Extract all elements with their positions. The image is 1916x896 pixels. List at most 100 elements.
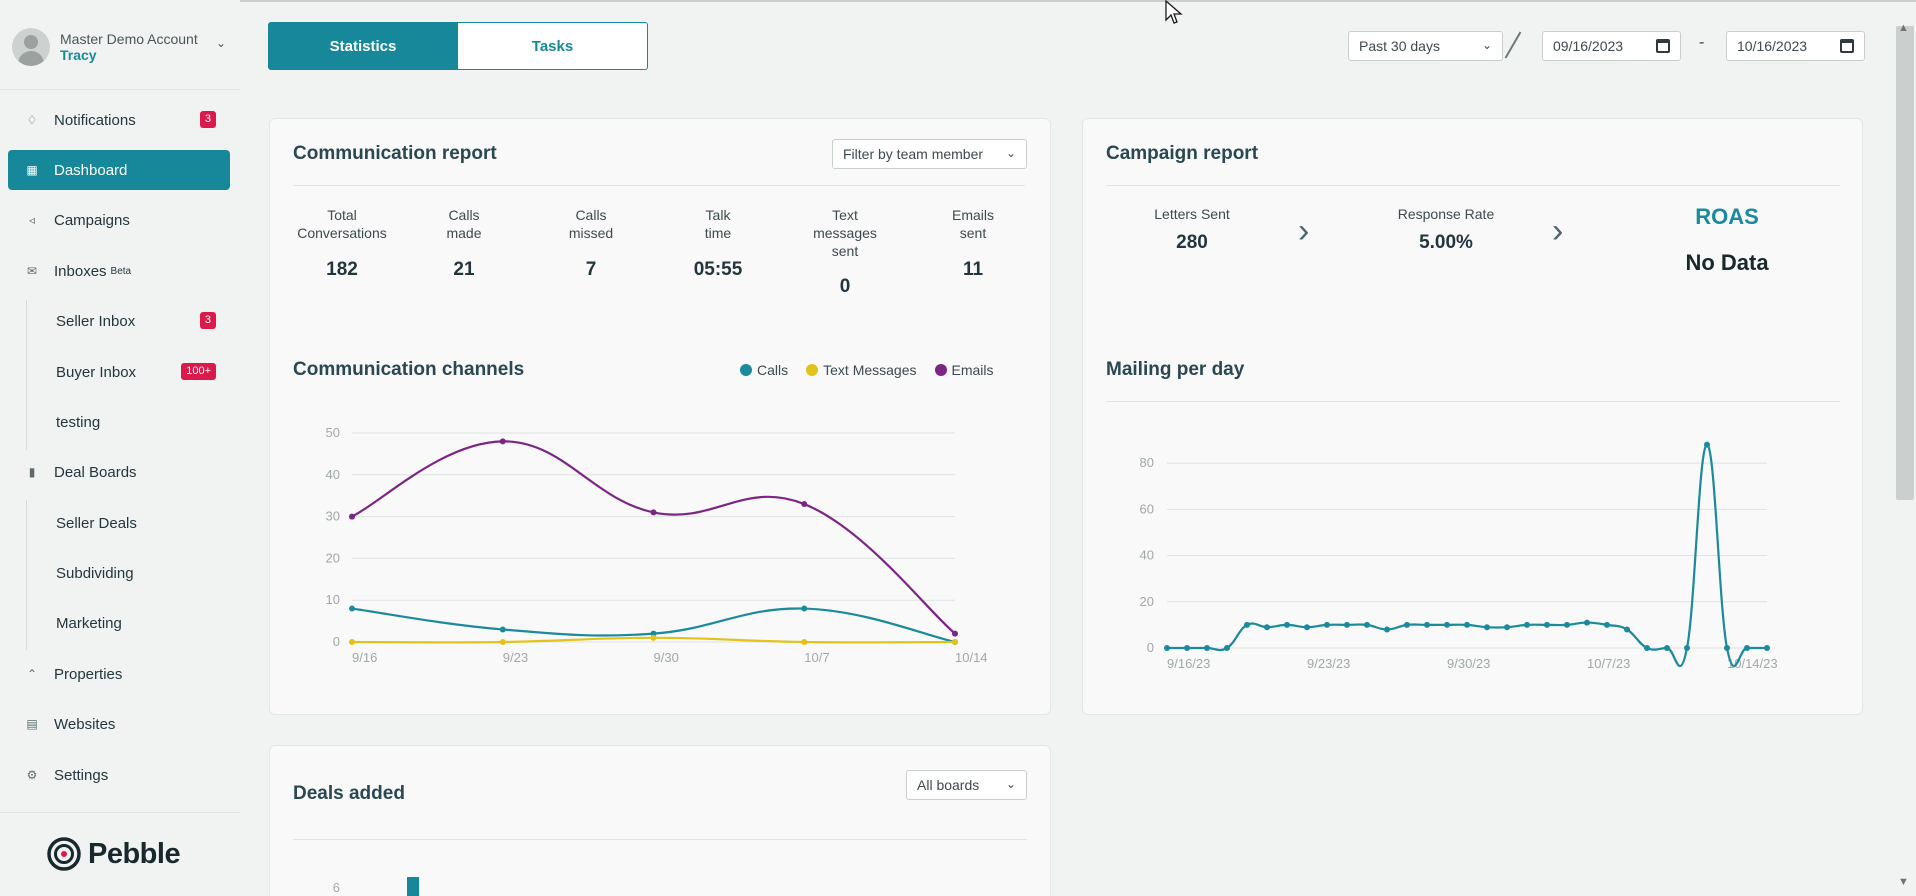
x-tick-label: 9/23 [503, 650, 528, 665]
beta-tag: Beta [110, 265, 132, 277]
data-point [1304, 624, 1310, 631]
nav-properties[interactable]: ⌃ Properties [8, 654, 230, 694]
megaphone-icon: ◃ [28, 213, 36, 227]
stat-talk-time: Talk time 05:55 [663, 206, 773, 280]
nav-campaigns[interactable]: ◃ Campaigns [8, 200, 230, 240]
nav-seller-inbox[interactable]: Seller Inbox 3 [8, 301, 230, 341]
y-tick-label: 80 [1140, 455, 1154, 470]
roas-label: ROAS [1695, 204, 1759, 229]
data-point [1444, 621, 1450, 628]
boards-filter[interactable]: All boards ⌄ [906, 770, 1027, 800]
series-line [351, 440, 956, 635]
chevron-right-icon: › [1552, 212, 1564, 250]
account-name: Master Demo Account [60, 31, 198, 47]
chevron-down-icon: ⌄ [1481, 38, 1492, 52]
data-point [650, 634, 657, 641]
stat-text-messages-sent: Text messages sent 0 [790, 206, 900, 297]
team-member-filter[interactable]: Filter by team member ⌄ [832, 139, 1027, 169]
scrollbar-thumb[interactable] [1896, 26, 1914, 500]
notifications-badge: 3 [199, 111, 216, 128]
y-tick-label: 0 [1147, 640, 1154, 655]
buyer-inbox-badge: 100+ [181, 363, 216, 380]
nav-testing[interactable]: testing [8, 402, 230, 442]
x-tick-label: 9/16/23 [1167, 656, 1210, 671]
y-tick-label: 60 [1140, 501, 1154, 516]
data-point [1324, 621, 1330, 628]
data-point [952, 639, 958, 645]
response-rate-stat: Response Rate 5.00% [1366, 206, 1526, 254]
data-point [1184, 645, 1190, 651]
envelope-icon: ✉ [26, 264, 38, 278]
tab-statistics[interactable]: Statistics [268, 22, 458, 70]
x-tick-label: 10/7/23 [1587, 656, 1630, 671]
nav-label: Subdividing [56, 564, 134, 582]
y-tick-label: 50 [326, 425, 340, 440]
data-point [1584, 619, 1590, 626]
y-tick-label: 40 [326, 467, 340, 482]
data-point [1544, 621, 1550, 628]
tab-tasks[interactable]: Tasks [458, 22, 648, 70]
data-point [1604, 621, 1610, 628]
nav-seller-deals[interactable]: Seller Deals [8, 503, 230, 543]
scroll-up-arrow-icon[interactable]: ▲ [1898, 22, 1909, 34]
date-separator: - [1699, 34, 1705, 51]
nav-label: Deal Boards [54, 463, 137, 481]
chart-legend: Calls Text Messages Emails [740, 362, 994, 378]
data-point [650, 630, 657, 637]
stat-label-line: messages [813, 225, 877, 241]
stat-label-line: Calls [575, 207, 607, 223]
gear-icon: ⚙ [26, 768, 38, 782]
account-switcher[interactable]: Master Demo Account Tracy ⌄ [12, 26, 232, 68]
nav-label: Buyer Inbox [56, 363, 137, 381]
data-point [1164, 645, 1170, 651]
data-point [1644, 645, 1650, 651]
scroll-down-arrow-icon[interactable]: ▼ [1898, 876, 1909, 888]
data-point [1484, 624, 1490, 631]
stat-value: 05:55 [693, 259, 743, 280]
communication-channels-chart: 0 10 20 30 40 50 9/16 9/23 9/30 10/7 10/14 [326, 425, 988, 665]
divider [0, 812, 240, 813]
date-preset-select[interactable]: Past 30 days ⌄ [1348, 31, 1503, 61]
nav-inboxes[interactable]: ✉ Inboxes Beta [8, 251, 230, 291]
nav-marketing[interactable]: Marketing [8, 603, 230, 643]
legend-item-text-messages[interactable]: Text Messages [806, 362, 917, 378]
chart-icon: ⌃ [26, 667, 38, 681]
data-point [1564, 621, 1570, 628]
nav-label: Campaigns [54, 211, 130, 229]
y-tick-label: 10 [326, 592, 340, 607]
legend-item-emails[interactable]: Emails [934, 362, 994, 378]
calendar-icon[interactable] [1656, 39, 1670, 53]
nav-notifications[interactable]: ♢ Notifications 3 [8, 100, 230, 140]
roas-value: No Data [1685, 250, 1769, 275]
chevron-right-icon: › [1298, 212, 1310, 250]
nav-subdividing[interactable]: Subdividing [8, 553, 230, 593]
data-point [1264, 624, 1270, 631]
legend-dot [740, 364, 752, 376]
end-date-input[interactable]: 10/16/2023 [1726, 31, 1865, 61]
data-point [801, 605, 808, 612]
data-point [801, 639, 808, 645]
stat-value: 0 [839, 276, 851, 297]
start-date-input[interactable]: 09/16/2023 [1542, 31, 1681, 61]
stat-label-line: Total [327, 207, 357, 223]
nav-deal-boards[interactable]: ▮ Deal Boards [8, 452, 230, 492]
nav-dashboard[interactable]: ▦ Dashboard [8, 150, 230, 190]
response-rate-label: Response Rate [1397, 206, 1495, 222]
x-tick-label: 10/7 [804, 650, 829, 665]
data-point [1204, 645, 1210, 651]
stat-value: 182 [326, 259, 358, 280]
stat-label-line: Conversations [297, 225, 387, 241]
nav-label: Dashboard [54, 161, 128, 179]
calendar-icon[interactable] [1840, 39, 1854, 53]
legend-item-calls[interactable]: Calls [740, 362, 788, 378]
y-tick-label: 6 [333, 880, 340, 895]
nav-buyer-inbox[interactable]: Buyer Inbox 100+ [8, 352, 230, 392]
nav-label: Seller Inbox [56, 312, 136, 330]
campaign-report-title: Campaign report [1106, 143, 1259, 164]
stat-label-line: Talk [705, 207, 731, 223]
data-point [1744, 645, 1750, 651]
nav-websites[interactable]: ▤ Websites [8, 704, 230, 744]
nav-settings[interactable]: ⚙ Settings [8, 755, 230, 795]
chevron-down-icon: ⌄ [216, 36, 227, 50]
x-tick-label: 10/14 [955, 650, 988, 665]
